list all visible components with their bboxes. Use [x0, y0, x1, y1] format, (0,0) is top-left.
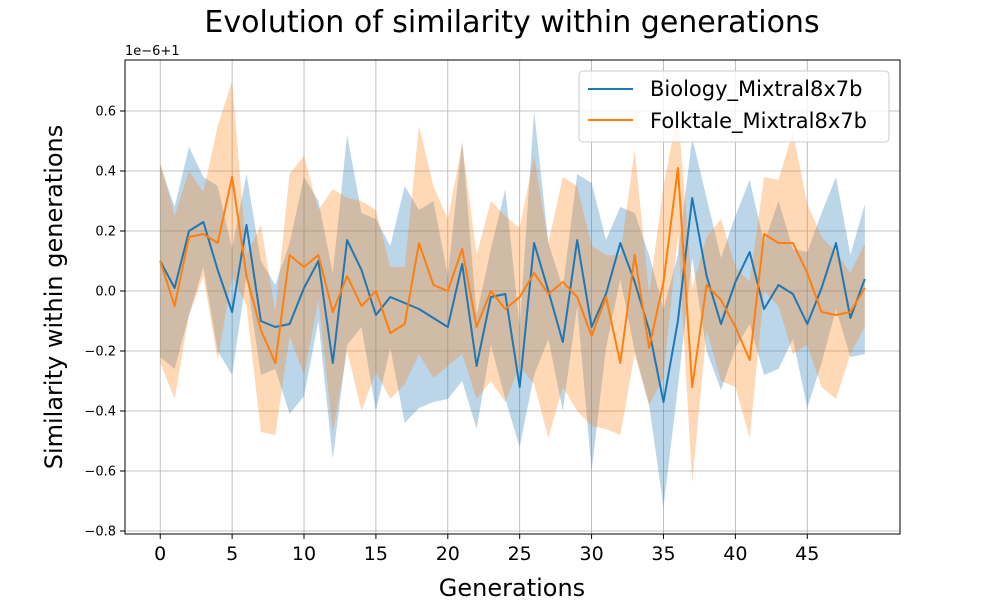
legend-label-biology: Biology_Mixtral8x7b	[650, 77, 862, 102]
x-tick-label: 35	[651, 543, 675, 565]
confidence-bands	[160, 81, 865, 507]
x-tick-label: 45	[795, 543, 819, 565]
y-tick-label: 0.6	[95, 105, 116, 120]
confidence-band-biology	[160, 111, 865, 507]
y-tick-label: 0.0	[95, 285, 116, 300]
grid	[125, 60, 900, 534]
y-axis-label: Similarity within generations	[40, 125, 68, 470]
legend-box	[578, 70, 890, 143]
y-offset-label: 1e−6+1	[125, 44, 180, 59]
chart-title: Evolution of similarity within generatio…	[204, 5, 819, 40]
y-tick-label: −0.4	[84, 405, 116, 420]
x-tick-label: 20	[436, 543, 460, 565]
y-tick-label: −0.6	[84, 465, 116, 480]
y-tick-label: 0.2	[95, 225, 116, 240]
x-tick-label: 30	[579, 543, 603, 565]
x-axis-label: Generations	[439, 574, 585, 600]
legend-label-folktale: Folktale_Mixtral8x7b	[650, 109, 867, 134]
y-tick-label: −0.8	[84, 525, 116, 540]
confidence-band-folktale	[160, 81, 865, 483]
y-axis-ticks: −0.8 −0.6 −0.4 −0.2 0.0 0.2 0.4 0.6	[84, 105, 125, 540]
x-axis-ticks: 0 5 10 15 20 25 30 35 40 45	[154, 534, 819, 565]
x-tick-label: 15	[364, 543, 388, 565]
x-tick-label: 0	[154, 543, 166, 565]
x-tick-label: 5	[226, 543, 238, 565]
series-line-biology	[159, 197, 866, 403]
x-tick-label: 10	[292, 543, 316, 565]
legend: Biology_Mixtral8x7b Folktale_Mixtral8x7b	[578, 70, 890, 143]
x-tick-label: 25	[508, 543, 532, 565]
y-tick-label: 0.4	[95, 165, 116, 180]
series-line-folktale	[159, 167, 866, 388]
x-tick-label: 40	[723, 543, 747, 565]
y-tick-label: −0.2	[84, 345, 116, 360]
plot-frame	[124, 59, 901, 535]
series-lines	[159, 167, 866, 403]
